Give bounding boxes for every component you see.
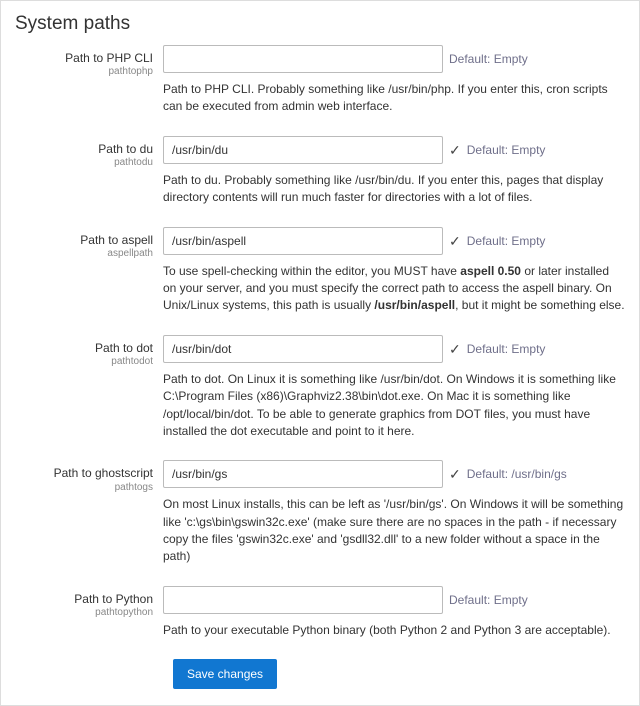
input-col: ✓ Default: Empty Path to du. Probably so… [163,136,625,221]
label-col: Path to aspell aspellpath [15,227,163,260]
save-changes-button[interactable]: Save changes [173,659,277,689]
pathtodu-input[interactable] [163,136,443,164]
field-help: Path to PHP CLI. Probably something like… [163,81,625,116]
field-help: Path to du. Probably something like /usr… [163,172,625,207]
default-text: Default: /usr/bin/gs [467,467,567,481]
field-pathtophp: Path to PHP CLI pathtophp Default: Empty… [15,45,625,130]
help-strong: aspell 0.50 [460,264,521,278]
default-text: Default: Empty [467,143,546,157]
check-icon: ✓ [449,143,461,157]
field-sublabel: pathtogs [15,482,153,494]
section-title: System paths [15,13,625,35]
default-text: Default: Empty [449,593,528,607]
field-label: Path to ghostscript [15,466,153,480]
input-col: Default: Empty Path to PHP CLI. Probably… [163,45,625,130]
check-icon: ✓ [449,342,461,356]
help-strong: /usr/bin/aspell [374,298,455,312]
field-sublabel: pathtophp [15,66,153,78]
field-pathtogs: Path to ghostscript pathtogs ✓ Default: … [15,460,625,580]
pathtophp-input[interactable] [163,45,443,73]
input-col: ✓ Default: Empty Path to dot. On Linux i… [163,335,625,455]
input-row: ✓ Default: Empty [163,136,625,164]
system-paths-panel: System paths Path to PHP CLI pathtophp D… [0,0,640,706]
pathtopython-input[interactable] [163,586,443,614]
field-label: Path to PHP CLI [15,51,153,65]
submit-row: Save changes [173,659,625,689]
pathtodot-input[interactable] [163,335,443,363]
field-help: Path to your executable Python binary (b… [163,622,625,639]
field-label: Path to Python [15,592,153,606]
default-text: Default: Empty [467,342,546,356]
field-sublabel: pathtopython [15,607,153,619]
input-row: Default: Empty [163,45,625,73]
field-label: Path to dot [15,341,153,355]
help-text: , but it might be something else. [455,298,624,312]
field-sublabel: pathtodu [15,157,153,169]
field-aspellpath: Path to aspell aspellpath ✓ Default: Emp… [15,227,625,329]
input-row: ✓ Default: /usr/bin/gs [163,460,625,488]
help-text: To use spell-checking within the editor,… [163,264,460,278]
aspellpath-input[interactable] [163,227,443,255]
field-label: Path to du [15,142,153,156]
label-col: Path to Python pathtopython [15,586,163,619]
field-help: Path to dot. On Linux it is something li… [163,371,625,441]
field-sublabel: aspellpath [15,248,153,260]
check-icon: ✓ [449,234,461,248]
input-row: Default: Empty [163,586,625,614]
check-icon: ✓ [449,467,461,481]
field-sublabel: pathtodot [15,356,153,368]
default-text: Default: Empty [467,234,546,248]
label-col: Path to du pathtodu [15,136,163,169]
input-row: ✓ Default: Empty [163,335,625,363]
field-pathtodu: Path to du pathtodu ✓ Default: Empty Pat… [15,136,625,221]
field-pathtodot: Path to dot pathtodot ✓ Default: Empty P… [15,335,625,455]
label-col: Path to ghostscript pathtogs [15,460,163,493]
default-text: Default: Empty [449,52,528,66]
pathtogs-input[interactable] [163,460,443,488]
input-col: Default: Empty Path to your executable P… [163,586,625,653]
input-row: ✓ Default: Empty [163,227,625,255]
field-label: Path to aspell [15,233,153,247]
input-col: ✓ Default: Empty To use spell-checking w… [163,227,625,329]
field-help: To use spell-checking within the editor,… [163,263,625,315]
label-col: Path to dot pathtodot [15,335,163,368]
input-col: ✓ Default: /usr/bin/gs On most Linux ins… [163,460,625,580]
field-pathtopython: Path to Python pathtopython Default: Emp… [15,586,625,653]
field-help: On most Linux installs, this can be left… [163,496,625,566]
label-col: Path to PHP CLI pathtophp [15,45,163,78]
